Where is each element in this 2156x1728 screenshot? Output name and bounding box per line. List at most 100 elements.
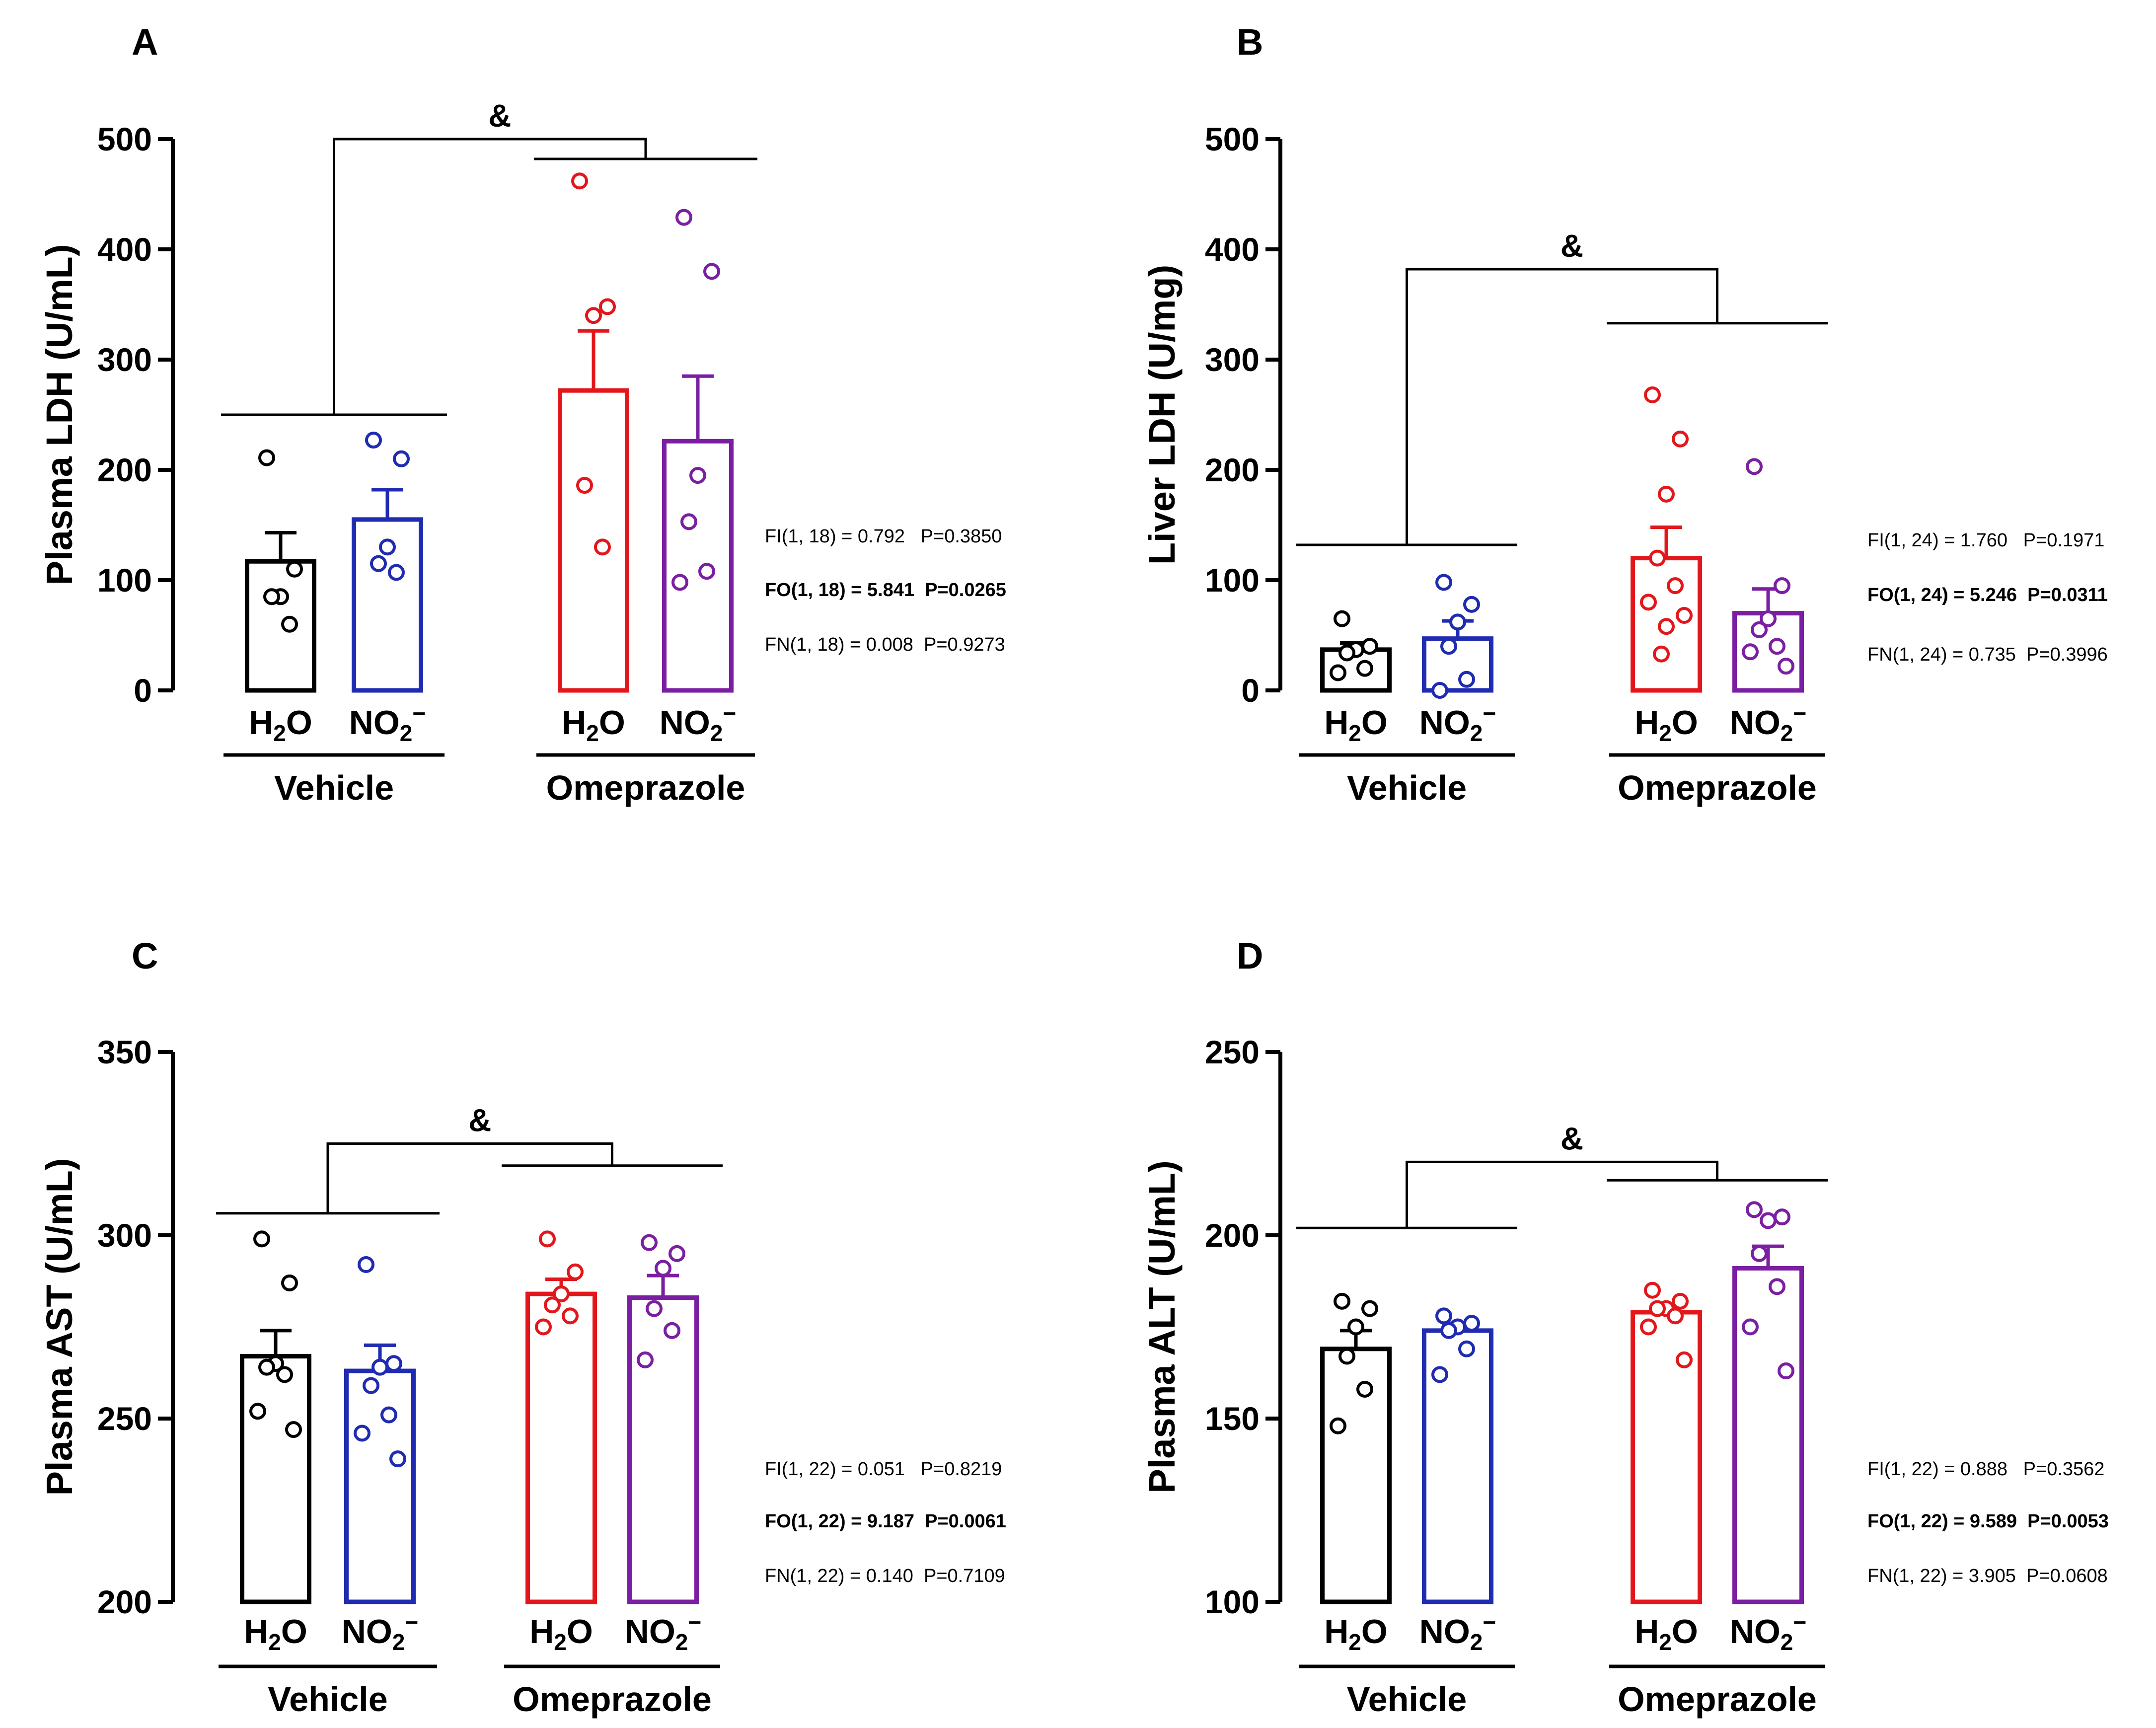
group-label: Vehicle [1347,768,1467,807]
data-point [1676,1351,1693,1368]
y-tick-label: 250 [97,1400,152,1437]
h2o-tail: O [286,704,312,742]
bar-group [1422,574,1493,699]
data-point [1356,1380,1373,1398]
data-point [1760,610,1777,627]
bar [1422,636,1493,693]
data-point [646,1300,663,1317]
data-point [363,1377,379,1394]
bar-group [558,172,629,693]
data-point [1334,1292,1350,1310]
data-point [379,538,396,556]
data-point [669,1245,685,1262]
y-tick-label: 150 [1205,1400,1260,1437]
data-point [1640,594,1657,611]
data-point [1440,1322,1457,1339]
h2o-subscript: 2 [1348,720,1361,746]
no2-main: NO [342,1613,392,1651]
data-point [698,563,715,580]
bar [245,559,316,693]
panel-letter: D [1237,935,1263,977]
no2-superscript: − [1483,1609,1496,1635]
significance-symbol: & [468,1103,491,1138]
data-point [253,1230,270,1248]
bar-group [245,449,316,693]
data-point [1653,645,1670,663]
data-point [1338,1348,1355,1365]
y-tick-label: 0 [134,672,152,709]
data-point [567,1263,584,1280]
data-point [1778,1362,1794,1380]
no2-superscript: − [723,700,736,726]
data-point [594,538,611,556]
h2o-main: H [562,704,586,742]
x-category-label: H2O [1324,1613,1388,1655]
y-tick-label: 250 [1205,1034,1260,1070]
data-point [1458,1340,1475,1357]
stat-line: FN(1, 24) = 0.735 P=0.3996 [1867,644,2108,665]
data-point [637,1351,654,1368]
data-point [1774,1208,1790,1226]
x-category-label: H2O [562,704,625,746]
stat-line: FN(1, 22) = 3.905 P=0.0608 [1867,1566,2108,1586]
h2o-subscript: 2 [1348,1629,1361,1655]
data-point [571,172,588,190]
data-point [1672,430,1689,448]
y-tick-label: 100 [97,562,152,599]
data-point [285,1421,302,1438]
h2o-main: H [1635,704,1659,742]
y-tick-label: 200 [97,1583,152,1620]
data-point [286,560,303,578]
panel-letter: A [132,21,158,63]
bar-group [627,1234,699,1604]
stat-line: FN(1, 22) = 0.140 P=0.7109 [765,1566,1005,1586]
x-category-label: NO2− [625,1609,701,1655]
panel-letter: B [1237,21,1263,63]
x-category-label: NO2− [1730,1609,1806,1655]
stat-line: FI(1, 24) = 1.760 P=0.1971 [1867,530,2104,551]
h2o-tail: O [1361,704,1388,742]
y-tick-label: 200 [1205,451,1260,488]
group-label: Omeprazole [513,1680,712,1719]
data-point [1361,1300,1378,1317]
data-point [354,1425,371,1442]
data-point [1746,1201,1763,1218]
data-point [1649,549,1666,567]
stat-line: FO(1, 22) = 9.187 P=0.0061 [765,1511,1006,1532]
h2o-main: H [1635,1613,1659,1651]
data-point [544,1296,561,1314]
y-tick-label: 100 [1205,1583,1260,1620]
data-point [1672,1292,1689,1310]
y-axis-label: Liver LDH (U/mg) [1141,265,1183,565]
y-tick-label: 300 [97,1217,152,1254]
data-point [562,1307,579,1325]
data-point [1751,621,1768,638]
data-point [1644,386,1661,404]
data-point [393,450,410,467]
h2o-subscript: 2 [273,720,286,746]
y-tick-label: 500 [1205,121,1260,157]
no2-main: NO [349,704,400,742]
y-tick-label: 0 [1241,672,1260,709]
data-point [1431,1366,1448,1383]
bar-group [1422,1307,1493,1604]
h2o-subscript: 2 [1659,1629,1672,1655]
stat-line: FO(1, 24) = 5.246 P=0.0311 [1867,585,2108,605]
data-point [370,555,387,572]
x-category-label: NO2− [342,1609,418,1655]
no2-main: NO [1730,704,1781,742]
bar-group [525,1230,597,1604]
group-label: Vehicle [268,1680,387,1719]
data-point [585,307,602,324]
bar [240,1354,311,1604]
group-label: Omeprazole [546,768,745,807]
data-point [1463,1315,1480,1332]
h2o-main: H [529,1613,554,1651]
h2o-tail: O [1672,704,1698,742]
bar-group [1732,458,1804,693]
data-point [1658,618,1675,635]
data-point [258,449,275,466]
